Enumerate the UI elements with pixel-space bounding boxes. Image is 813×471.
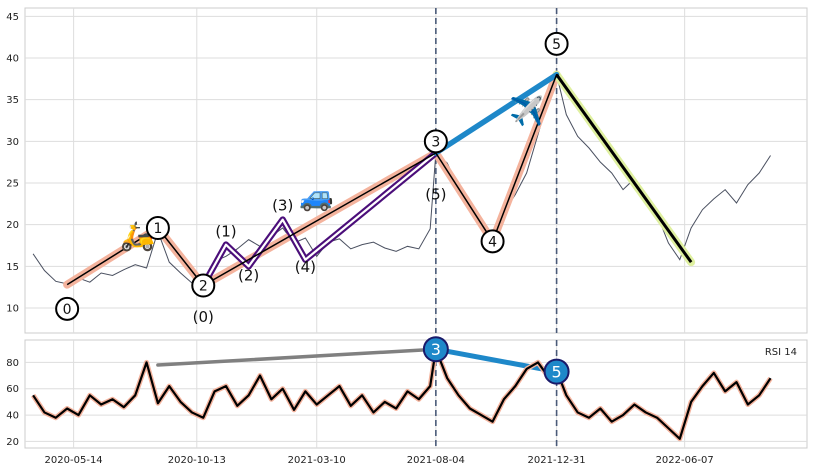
rsi-wave-marker <box>543 358 570 385</box>
x-tick-label: 2021-08-04 <box>407 455 465 466</box>
rsi-y-tick-label: 60 <box>6 384 19 395</box>
wave-label-circle <box>145 216 170 240</box>
wave-label-circle <box>480 229 505 254</box>
rsi-y-tick-label: 20 <box>6 437 19 448</box>
price-y-tick-label: 30 <box>6 137 19 148</box>
rsi-divergence-blue <box>433 346 560 375</box>
rsi-plot: 35 <box>31 336 773 448</box>
x-tick-label: 2021-12-31 <box>528 455 586 466</box>
sub-wave-label: (0) <box>193 308 214 326</box>
rsi-legend: RSI 14 <box>765 347 797 358</box>
sub-wave-line-inner <box>202 152 437 287</box>
rsi-panel-frame <box>24 339 808 449</box>
price-y-tick-label: 35 <box>6 95 19 106</box>
x-tick-label: 2021-03-10 <box>288 455 346 466</box>
wave-label: 5 <box>552 37 561 53</box>
airplane-icon: ✈️ <box>509 94 544 128</box>
sub-wave-label: (3) <box>272 197 293 215</box>
axis-ticks: 2020-05-14 2020-10-13 2021-03-10 2021-08-04… <box>6 12 713 466</box>
rsi-y-tick-label: 80 <box>6 358 19 369</box>
wave-label: 2 <box>199 279 208 295</box>
x-tick-label: 2020-05-14 <box>45 455 103 466</box>
wave-label: 0 <box>63 302 72 318</box>
wave-label-circle <box>55 296 80 321</box>
sub-wave-label: (1) <box>215 222 236 240</box>
rsi-wave-marker-label: 5 <box>552 363 562 382</box>
rsi-y-tick-label: 40 <box>6 411 19 422</box>
wave-label-circle <box>191 273 216 298</box>
wave-label: 4 <box>488 234 497 250</box>
price-y-tick-label: 25 <box>6 179 19 190</box>
x-tick-label: 2020-10-13 <box>168 455 226 466</box>
price-y-tick-label: 45 <box>6 12 19 23</box>
sub-wave-label: (5) <box>425 186 446 204</box>
x-tick-label: 2022-06-07 <box>656 455 714 466</box>
wave-label-circle <box>544 31 569 56</box>
price-y-tick-label: 10 <box>6 304 19 315</box>
sub-wave-label: (2) <box>238 267 259 285</box>
projection-line <box>433 71 560 156</box>
wave-label: 3 <box>431 134 440 150</box>
wave-label-circle <box>423 129 448 154</box>
price-y-tick-label: 15 <box>6 262 19 273</box>
rsi-series-line <box>32 348 772 440</box>
wave-five-line <box>555 73 693 264</box>
price-y-tick-label: 20 <box>6 220 19 231</box>
car-icon: 🚙 <box>299 180 334 213</box>
wave-label: 1 <box>153 221 162 237</box>
sub-wave-label: (4) <box>295 258 316 276</box>
rsi-wave-marker-label: 3 <box>431 340 441 359</box>
rsi-wave-marker <box>422 336 449 363</box>
rsi-divergence-gray <box>156 347 438 367</box>
price-y-tick-label: 40 <box>6 54 19 65</box>
